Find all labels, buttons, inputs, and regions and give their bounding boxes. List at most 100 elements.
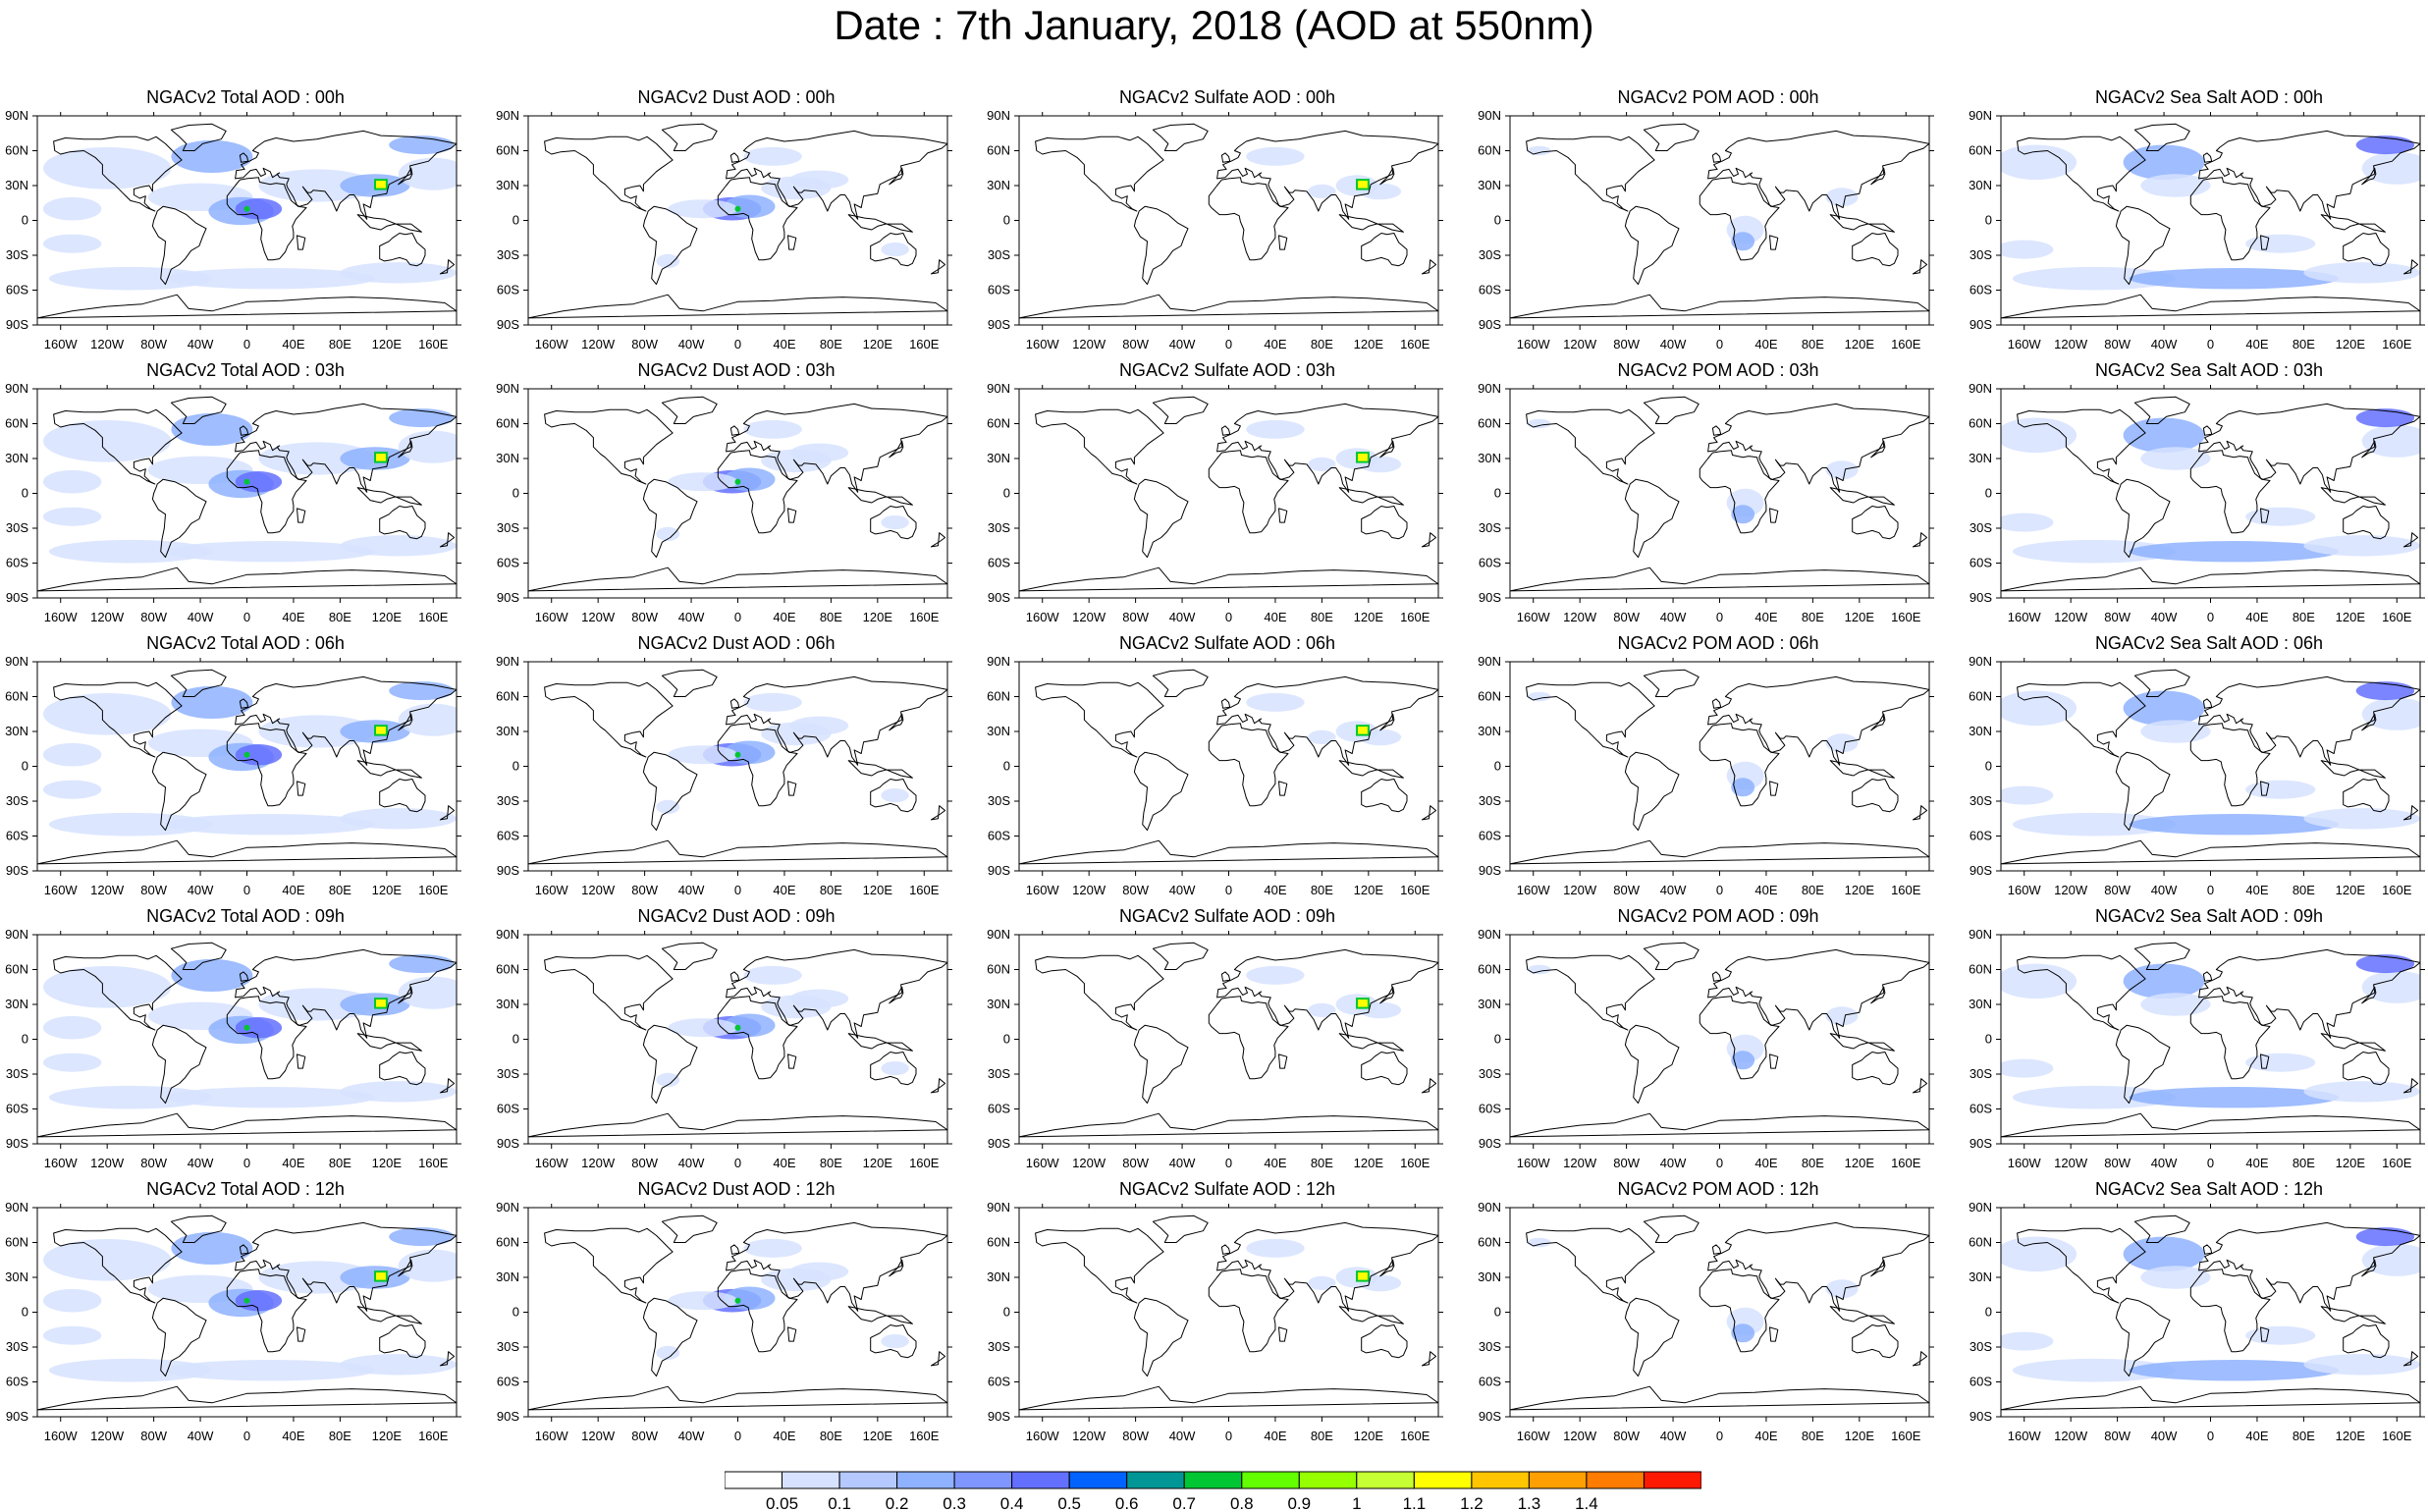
aod-region (1246, 1238, 1305, 1258)
lon-label: 0 (734, 883, 741, 897)
coastline-new-zealand (1912, 1078, 1928, 1094)
aod-region (2012, 812, 2176, 837)
aod-region (724, 1013, 776, 1038)
lon-label: 120E (372, 883, 403, 897)
coastline-australia (1361, 233, 1408, 267)
colorbar-label: 1.1 (1403, 1494, 1427, 1512)
aod-region (398, 1249, 457, 1282)
lon-label: 40W (1660, 1429, 1687, 1443)
lon-label: 120W (1072, 1429, 1106, 1443)
coastline-greenland (1643, 1215, 1700, 1243)
lon-label: 40W (1169, 337, 1196, 351)
coastline-south-america (2115, 751, 2171, 832)
coastline-eurasia (2198, 675, 2420, 766)
map-svg: 90N 60N 30N 0 30S 60S 90S 160W 120W 80W 40W 0 40E 80E… (5, 108, 461, 351)
coastline-greenland (170, 942, 227, 970)
aod-region (42, 780, 102, 799)
aod-region (2140, 993, 2211, 1016)
lat-label: 0 (1985, 1305, 1992, 1320)
coastline-north-america (1035, 681, 1164, 758)
coastline-north-america (53, 1227, 183, 1304)
lon-label: 0 (734, 1429, 741, 1443)
coastline-uk (239, 971, 249, 982)
lon-label: 160W (1026, 610, 1060, 624)
lon-label: 160E (1400, 610, 1430, 624)
coastline-new-zealand (930, 532, 946, 548)
lon-label: 80W (1613, 610, 1640, 624)
aod-hotspot (243, 478, 250, 485)
coastline-africa (226, 450, 307, 534)
aod-hotspot (374, 1270, 388, 1282)
aod-region (2123, 690, 2205, 727)
lon-label: 160E (909, 1156, 940, 1170)
aod-region (165, 1087, 375, 1108)
lon-label: 160W (44, 1429, 79, 1443)
lat-label: 90N (1478, 381, 1501, 396)
aod-region (2001, 1331, 2054, 1351)
lon-label: 80E (820, 610, 842, 624)
aod-region (1308, 1002, 1336, 1017)
lon-label: 120E (372, 337, 403, 351)
map-background (528, 116, 947, 325)
lon-label: 40E (1264, 1156, 1286, 1170)
coastline-madagascar (297, 781, 306, 796)
coastline-antarctica (1019, 839, 1438, 865)
aod-region (171, 412, 253, 446)
colorbar-label: 0.6 (1115, 1494, 1139, 1512)
colorbar-swatch (1298, 1471, 1358, 1489)
coastline-indonesia (2320, 487, 2386, 506)
coastline-eurasia (1707, 1221, 1929, 1312)
lon-label: 80W (1122, 1156, 1149, 1170)
lat-label: 90S (497, 590, 519, 605)
lon-label: 0 (243, 883, 250, 897)
lat-label: 60S (1969, 1102, 1992, 1116)
aod-hotspot (374, 452, 388, 463)
panel-title: NGACv2 Total AOD : 03h (146, 360, 345, 380)
aod-region (881, 1334, 909, 1349)
lon-label: 120E (1845, 1429, 1875, 1443)
coastline-eurasia (235, 403, 457, 493)
lat-label: 0 (1494, 486, 1501, 501)
coastline-new-zealand (1421, 805, 1437, 821)
map-svg: 90N 60N 30N 0 30S 60S 90S 160W 120W 80W 40W 0 40E 80E… (1969, 927, 2425, 1170)
lon-label: 0 (1225, 1429, 1232, 1443)
coastline-south-america (642, 205, 698, 286)
lat-label: 30S (988, 1066, 1010, 1081)
lon-label: 120E (863, 610, 893, 624)
lat-label: 30S (1969, 520, 1992, 535)
lon-label: 40W (1660, 883, 1687, 897)
lat-label: 90N (987, 108, 1010, 123)
lon-label: 160E (418, 610, 449, 624)
coastline-new-zealand (2402, 1078, 2419, 1094)
lat-label: 60S (6, 829, 28, 843)
lon-label: 40E (282, 337, 304, 351)
map-svg: 90N 60N 30N 0 30S 60S 90S 160W 120W 80W 40W 0 40E 80E… (987, 108, 1443, 351)
lon-label: 40E (773, 883, 795, 897)
lon-label: 40W (188, 610, 214, 624)
coastline-south-america (151, 478, 207, 559)
coastline-madagascar (1769, 781, 1779, 796)
coastline-madagascar (2260, 1326, 2270, 1342)
coastline-eurasia (1707, 948, 1929, 1039)
map-panel-sulfate-03h: NGACv2 Sulfate AOD : 03h 90N 60N 30N 0 30S 60S… (982, 359, 1473, 624)
coastline-australia (379, 1324, 426, 1359)
lat-label: 0 (1003, 486, 1010, 501)
lat-label: 90N (1969, 927, 1992, 942)
lon-label: 40W (188, 1156, 214, 1170)
colorbar-label: 1.2 (1460, 1494, 1484, 1512)
coastline-greenland (1152, 1215, 1209, 1243)
lat-label: 60N (987, 689, 1010, 704)
lon-label: 160E (1891, 337, 1921, 351)
lon-label: 0 (734, 337, 741, 351)
lat-label: 0 (1494, 1305, 1501, 1320)
coastline-new-zealand (1421, 1078, 1437, 1094)
map-svg: 90N 60N 30N 0 30S 60S 90S 160W 120W 80W 40W 0 40E 80E… (5, 1200, 461, 1443)
map-background (1019, 662, 1438, 871)
coastline-north-america (1035, 135, 1164, 212)
lon-label: 160W (44, 883, 79, 897)
map-layer (2001, 389, 2420, 598)
lat-label: 30N (5, 724, 28, 738)
map-background (1510, 116, 1929, 325)
aod-hotspot (734, 478, 741, 485)
aod-region (1527, 418, 1551, 429)
